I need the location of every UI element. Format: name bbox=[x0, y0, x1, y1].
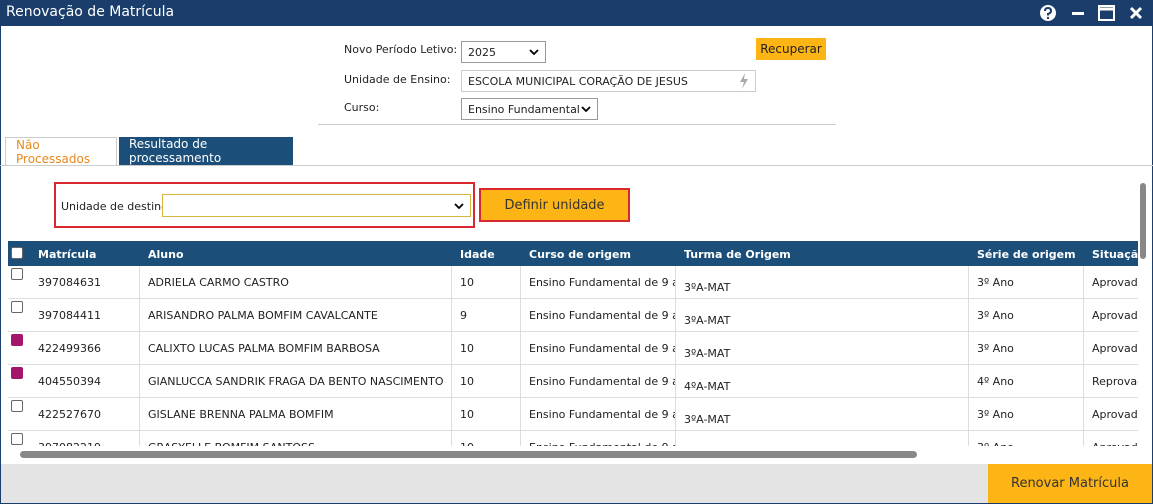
unidade-input[interactable]: ESCOLA MUNICIPAL CORAÇÃO DE JESUS bbox=[461, 70, 756, 92]
table-cell: GIANLUCCA SANDRIK FRAGA DA BENTO NASCIME… bbox=[140, 365, 452, 398]
window-title: Renovação de Matrícula bbox=[6, 4, 175, 20]
minimize-icon[interactable] bbox=[1072, 12, 1084, 15]
row-checkbox[interactable] bbox=[11, 301, 23, 313]
table-cell: 422527670 bbox=[30, 398, 140, 431]
table-cell: 3ºA-MAT bbox=[676, 431, 969, 446]
table-cell: 3ºA-MAT bbox=[676, 266, 969, 299]
table-cell: 3º Ano bbox=[969, 266, 1084, 299]
table-cell: 4ºA-MAT bbox=[676, 365, 969, 398]
vertical-scrollbar[interactable] bbox=[1139, 181, 1147, 441]
row-checkbox[interactable] bbox=[11, 433, 23, 445]
table-cell: Aprovado bbox=[1084, 398, 1138, 431]
form-divider bbox=[318, 124, 836, 125]
curso-label: Curso: bbox=[344, 101, 380, 114]
curso-select[interactable]: Ensino Fundamental d bbox=[461, 98, 598, 120]
table-cell: 3ºA-MAT bbox=[676, 332, 969, 365]
destino-select[interactable] bbox=[162, 194, 471, 217]
periodo-value: 2025 bbox=[468, 45, 496, 59]
table-cell: 397084411 bbox=[30, 299, 140, 332]
table-cell: Ensino Fundamental de 9 anos bbox=[521, 332, 676, 365]
row-checkbox[interactable] bbox=[11, 367, 23, 379]
table-cell: 3º Ano bbox=[969, 332, 1084, 365]
destino-box: Unidade de destino: bbox=[54, 182, 475, 228]
maximize-icon[interactable] bbox=[1098, 5, 1115, 21]
table-cell: 3º Ano bbox=[969, 398, 1084, 431]
column-header: Idade bbox=[460, 248, 495, 261]
tab-divider bbox=[0, 165, 1153, 166]
column-header: Turma de Origem bbox=[684, 248, 791, 261]
table-cell: 10 bbox=[452, 431, 521, 446]
table-cell: 4º Ano bbox=[969, 365, 1084, 398]
table-cell: Ensino Fundamental de 9 anos bbox=[521, 266, 676, 299]
table-row: 422499366 CALIXTO LUCAS PALMA BOMFIM BARB… bbox=[8, 332, 1138, 365]
column-header: Curso de origem bbox=[529, 248, 631, 261]
curso-value: Ensino Fundamental d bbox=[468, 102, 581, 116]
table-cell: Reprovado bbox=[1084, 365, 1138, 398]
column-header: Situação bbox=[1092, 248, 1138, 261]
column-header: Matrícula bbox=[38, 248, 97, 261]
column-header: Série de origem bbox=[977, 248, 1076, 261]
table-cell: 3ºA-MAT bbox=[676, 398, 969, 431]
title-bar: Renovação de Matrícula bbox=[0, 0, 1153, 26]
select-all-checkbox[interactable] bbox=[11, 247, 23, 259]
table-cell: 422499366 bbox=[30, 332, 140, 365]
table-row: 422527670 GISLANE BRENNA PALMA BOMFIM 10 En… bbox=[8, 398, 1138, 431]
table-cell: Aprovado bbox=[1084, 299, 1138, 332]
periodo-select[interactable]: 2025 bbox=[461, 41, 546, 63]
table-cell: 10 bbox=[452, 266, 521, 299]
table-cell: Aprovado bbox=[1084, 332, 1138, 365]
unidade-value: ESCOLA MUNICIPAL CORAÇÃO DE JESUS bbox=[468, 74, 688, 88]
recuperar-button[interactable]: Recuperar bbox=[756, 38, 826, 60]
table-row: 404550394 GIANLUCCA SANDRIK FRAGA DA BENT… bbox=[8, 365, 1138, 398]
row-checkbox[interactable] bbox=[11, 400, 23, 412]
table-cell: 10 bbox=[452, 332, 521, 365]
column-header: Aluno bbox=[148, 248, 184, 261]
student-table: Matrícula Aluno Idade Curso de origem Turma … bbox=[8, 241, 1138, 446]
table-cell: 9 bbox=[452, 299, 521, 332]
table-cell: ARISANDRO PALMA BOMFIM CAVALCANTE bbox=[140, 299, 452, 332]
close-icon[interactable] bbox=[1129, 6, 1143, 20]
table-cell: Aprovado bbox=[1084, 266, 1138, 299]
table-cell: 397084631 bbox=[30, 266, 140, 299]
table-row: 397082219GRASYELLE BOMFIM SANTOSS10Ensin… bbox=[8, 431, 1138, 446]
table-cell: 3º Ano bbox=[969, 299, 1084, 332]
footer bbox=[1, 464, 1152, 503]
table-cell: Ensino Fundamental de 9 anos bbox=[521, 365, 676, 398]
table-cell: Ensino Fundamental de 9 anos bbox=[521, 299, 676, 332]
periodo-label: Novo Período Letivo: bbox=[344, 43, 458, 56]
table-row: 397084411 ARISANDRO PALMA BOMFIM CAVALCAN… bbox=[8, 299, 1138, 332]
table-header: Matrícula Aluno Idade Curso de origem Turma … bbox=[8, 241, 1138, 266]
horizontal-scrollbar[interactable] bbox=[8, 448, 1138, 462]
table-cell: 10 bbox=[452, 365, 521, 398]
unidade-label: Unidade de Ensino: bbox=[344, 73, 451, 86]
tab[interactable]: Resultado de processamento bbox=[119, 137, 293, 165]
table-cell: 3ºA-MAT bbox=[676, 299, 969, 332]
table-cell: GRASYELLE BOMFIM SANTOSS bbox=[140, 431, 452, 446]
definir-button[interactable]: Definir unidade bbox=[479, 188, 630, 222]
table-cell: 404550394 bbox=[30, 365, 140, 398]
table-cell: 10 bbox=[452, 398, 521, 431]
tab-active[interactable]: Não Processados bbox=[5, 137, 117, 166]
table-cell: 397082219 bbox=[30, 431, 140, 446]
table-cell: GISLANE BRENNA PALMA BOMFIM bbox=[140, 398, 452, 431]
table-cell: Aprovado bbox=[1084, 431, 1138, 446]
table-cell: Ensino Fundamental de 9 anos bbox=[521, 431, 676, 446]
window-controls bbox=[1040, 5, 1143, 21]
table-cell: CALIXTO LUCAS PALMA BOMFIM BARBOSA bbox=[140, 332, 452, 365]
table-cell: Ensino Fundamental de 9 anos bbox=[521, 398, 676, 431]
table-row: 397084631 ADRIELA CARMO CASTRO 10 Ensino Fu… bbox=[8, 266, 1138, 299]
destino-label: Unidade de destino: bbox=[61, 200, 172, 213]
renovar-button[interactable]: Renovar Matrícula bbox=[988, 464, 1152, 503]
row-checkbox[interactable] bbox=[11, 268, 23, 280]
row-checkbox[interactable] bbox=[11, 334, 23, 346]
table-cell: ADRIELA CARMO CASTRO bbox=[140, 266, 452, 299]
table-cell: 3º Ano bbox=[969, 431, 1084, 446]
